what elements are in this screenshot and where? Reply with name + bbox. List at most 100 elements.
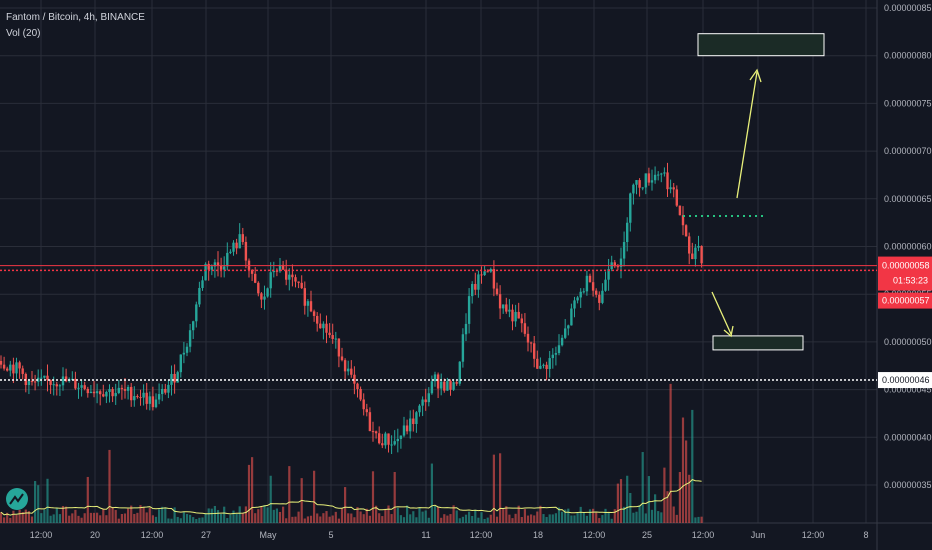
volume-bar bbox=[27, 511, 30, 523]
candle-body bbox=[55, 384, 58, 387]
candle-body bbox=[672, 187, 675, 190]
volume-bar bbox=[588, 509, 592, 523]
candle-body bbox=[387, 433, 390, 445]
candle-body bbox=[291, 274, 294, 278]
candle-body bbox=[204, 263, 207, 281]
candle-body bbox=[542, 364, 545, 366]
volume-bar bbox=[520, 516, 523, 523]
volume-bar bbox=[151, 515, 154, 523]
volume-bar bbox=[368, 515, 371, 523]
volume-bar bbox=[418, 507, 421, 523]
volume-bar bbox=[443, 514, 446, 523]
y-tick-label: 0.00000040 bbox=[884, 432, 932, 442]
candle-body bbox=[182, 352, 186, 355]
candle-body bbox=[15, 362, 18, 374]
candle-body bbox=[560, 337, 564, 346]
volume-bar bbox=[96, 512, 99, 523]
candle-body bbox=[409, 418, 412, 432]
up-arrow-line[interactable] bbox=[736, 71, 758, 199]
volume-bar bbox=[378, 513, 381, 523]
candle-body bbox=[325, 323, 328, 333]
volume-bar bbox=[660, 512, 663, 523]
candle-body bbox=[232, 242, 235, 252]
volume-bar bbox=[123, 513, 127, 523]
volume-bar bbox=[210, 508, 213, 523]
candle-body bbox=[288, 274, 291, 280]
candle-body bbox=[573, 300, 576, 309]
volume-bar bbox=[161, 506, 164, 523]
x-tick-label: 12:00 bbox=[802, 530, 825, 540]
candle-body bbox=[613, 262, 616, 267]
volume-bar bbox=[241, 513, 244, 523]
volume-bar bbox=[554, 513, 557, 523]
candle-body bbox=[2, 364, 6, 369]
upper-target-box[interactable] bbox=[697, 33, 825, 57]
candle-body bbox=[505, 304, 508, 312]
candle-body bbox=[700, 245, 703, 264]
y-tick-label: 0.00000050 bbox=[884, 337, 932, 347]
candle-body bbox=[303, 288, 306, 306]
y-tick-label: 0.00000035 bbox=[884, 480, 932, 490]
candle-body bbox=[489, 269, 492, 272]
candle-body bbox=[595, 290, 598, 295]
candle-body bbox=[136, 396, 139, 398]
volume-bar bbox=[486, 517, 489, 523]
volume-bar bbox=[272, 509, 275, 523]
volume-bar bbox=[573, 515, 576, 523]
lower-target-box[interactable] bbox=[712, 335, 804, 351]
candle-body bbox=[374, 431, 378, 434]
candle-body bbox=[378, 433, 381, 444]
candle-body bbox=[381, 443, 384, 446]
candle-body bbox=[281, 264, 285, 270]
volume-bar bbox=[539, 505, 542, 523]
volume-bar bbox=[291, 516, 294, 523]
volume-bar bbox=[396, 507, 399, 523]
volume-bar bbox=[46, 478, 49, 523]
volume-bar bbox=[353, 517, 356, 523]
volume-bar bbox=[449, 514, 452, 523]
candle-body bbox=[405, 425, 409, 432]
candle-body bbox=[43, 375, 46, 378]
volume-bar bbox=[399, 515, 402, 523]
volume-bar bbox=[3, 517, 6, 523]
volume-bar bbox=[561, 511, 564, 523]
volume-bar bbox=[65, 506, 68, 523]
symbol-title[interactable]: Fantom / Bitcoin, 4h, BINANCE bbox=[6, 12, 145, 23]
volume-bar bbox=[638, 505, 641, 523]
volume-bar bbox=[409, 514, 412, 523]
candle-body bbox=[511, 309, 514, 322]
volume-indicator-label[interactable]: Vol (20) bbox=[6, 28, 41, 39]
volume-bar bbox=[130, 505, 133, 523]
volume-bar bbox=[263, 505, 266, 523]
candle-body bbox=[567, 325, 570, 329]
candle-body bbox=[105, 391, 108, 397]
y-tick-label: 0.00000070 bbox=[884, 146, 932, 156]
candle-body bbox=[179, 354, 182, 373]
current-level-label: 0.00000057 bbox=[882, 296, 930, 306]
candle-body bbox=[229, 251, 232, 253]
volume-ma-line bbox=[0, 479, 702, 516]
volume-bar bbox=[685, 440, 688, 523]
candle-body bbox=[585, 275, 589, 292]
volume-bar bbox=[567, 508, 570, 523]
candle-body bbox=[195, 304, 198, 322]
candle-body bbox=[688, 236, 691, 254]
candle-body bbox=[557, 345, 561, 354]
candle-body bbox=[495, 288, 499, 295]
volume-bar bbox=[77, 515, 80, 523]
volume-bar bbox=[120, 513, 123, 523]
volume-bar bbox=[9, 517, 12, 523]
tradingview-logo-icon[interactable] bbox=[6, 488, 28, 510]
candle-body bbox=[570, 308, 573, 326]
candle-body bbox=[393, 441, 396, 445]
candle-body bbox=[198, 287, 201, 305]
volume-bar bbox=[266, 507, 269, 523]
volume-bar bbox=[471, 515, 474, 523]
volume-bar bbox=[446, 515, 449, 523]
candle-body bbox=[684, 225, 688, 237]
candle-body bbox=[80, 385, 83, 388]
volume-bar bbox=[468, 511, 471, 523]
x-tick-label: 12:00 bbox=[30, 530, 53, 540]
down-arrow-line[interactable] bbox=[711, 291, 732, 335]
